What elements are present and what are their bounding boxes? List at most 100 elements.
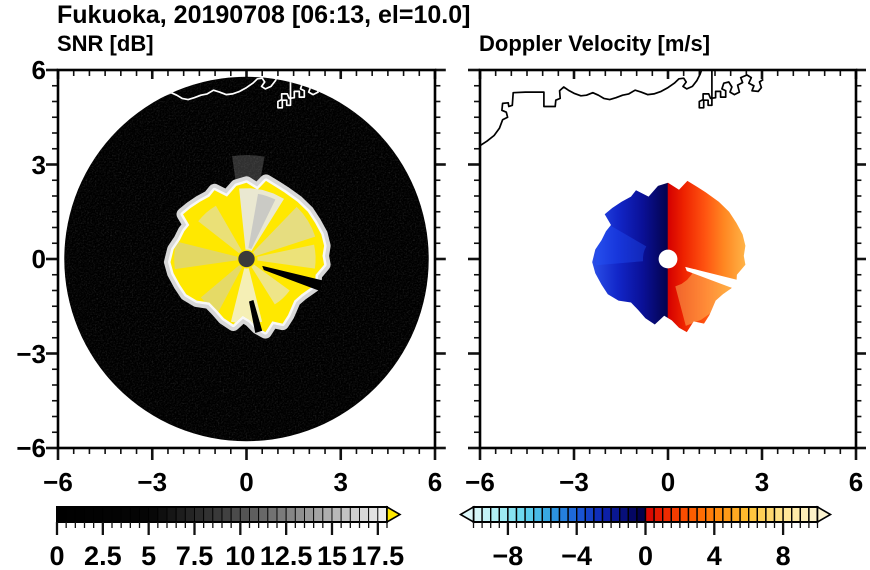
colorbar-cell [644,506,655,523]
gray-streak [251,264,290,305]
doppler-x-tick-label: −6 [465,467,495,497]
colorbar-cell [157,506,168,523]
colorbar-cell [705,506,716,523]
no-data-wedge [685,266,745,293]
snr-colorbar-label: 7.5 [175,541,214,570]
snr-x-tick-label: 6 [427,467,443,497]
colorbar-cell [377,506,388,523]
colorbar-cell [722,506,733,523]
snr-y-tick-label: −6 [16,433,46,463]
colorbar-cell [739,506,750,523]
colorbar-cell [331,506,342,523]
colorbar-cell [129,506,140,523]
colorbar-cell [662,506,673,523]
colorbar-cell [653,506,664,523]
velocity-patches [596,222,733,326]
gray-streak [257,244,316,269]
snr-colorbar-label: 2.5 [84,541,122,570]
colorbar-cell [175,506,186,523]
doppler-colorbar-label: 4 [706,541,722,570]
colorbar-cell [249,506,260,523]
colorbar-cell [636,506,647,523]
colorbar-cell [65,506,76,523]
colorbar-under-arrow [458,505,475,524]
colorbar-cell [670,506,681,523]
colorbar-cell [313,506,324,523]
colorbar-cell [593,506,604,523]
echo-streaks [174,188,316,324]
colorbar-cell [773,506,784,523]
colorbar-cell [576,506,587,523]
doppler-colorbar-label: 0 [637,541,654,570]
snr-colorbar-label: 0 [49,541,65,570]
colorbar-cell [102,506,113,523]
doppler-x-tick-label: 3 [754,467,770,497]
colorbar-cell [472,506,483,523]
colorbar-over-arrow [386,505,402,524]
colorbar-cell [765,506,776,523]
radar-center-dot [658,249,678,269]
radar-center-dot [238,250,255,268]
colorbar-cell [567,506,578,523]
colorbar-cell [230,506,241,523]
colorbar-cell [782,506,793,523]
colorbar-cell [120,506,131,523]
snr-panel-frame [46,68,446,460]
colorbar-cell [696,506,707,523]
colorbar-cell [56,506,67,523]
snr-y-tick-label: 6 [31,55,46,85]
snr-colorbar [55,505,402,535]
colorbar-cell [304,506,315,523]
colorbar-cell [285,506,296,523]
blocked-sector [262,265,323,292]
snr-colorbar-label: 15 [316,541,348,570]
colorbar-cell [748,506,759,523]
colorbar-cell [93,506,104,523]
snr-colorbar-label: 10 [225,541,256,570]
snr-panel-title: SNR [dB] [57,31,154,56]
snr-y-tick-label: 3 [31,149,46,180]
snr-panel [64,76,429,442]
colorbar-cell [349,506,360,523]
colorbar-cell [322,506,333,523]
gray-streak [253,206,316,257]
colorbar-cell [627,506,638,523]
doppler-colorbar-label: −4 [561,541,593,570]
doppler-x-tick-label: −3 [559,467,589,497]
colorbar-cell [550,506,561,523]
velocity-patch [675,268,733,326]
colorbar-cell [276,506,287,523]
colorbar-cell [194,506,205,523]
colorbar-cell [756,506,767,523]
doppler-colorbar [458,505,833,535]
colorbar-cell [490,506,501,523]
colorbar-cell [203,506,214,523]
colorbar-over-arrow [816,505,833,524]
coastline-right [698,70,764,109]
colorbar-cell [498,506,509,523]
snr-plot-border [56,68,437,450]
snr-colorbar-label: 12.5 [259,541,313,570]
doppler-colorbar-label: 8 [775,541,791,570]
colorbar-cell [359,506,370,523]
gray-streak [200,265,243,312]
colorbar-cell [368,506,379,523]
colorbar-cell [558,506,569,523]
doppler-x-tick-label: 0 [660,467,676,497]
colorbar-cell [139,506,150,523]
colorbar-cell [799,506,810,523]
snr-x-tick-label: −3 [137,467,168,497]
colorbar-cell [507,506,518,523]
snr-colorbar-label: 5 [141,541,157,570]
colorbar-cell [679,506,690,523]
snr-x-tick-label: 3 [333,467,348,497]
page-title: Fukuoka, 20190708 [06:13, el=10.0] [57,1,471,29]
snr-y-tick-label: 0 [31,244,46,274]
doppler-x-tick-label: 6 [848,467,864,497]
colorbar-cell [619,506,630,523]
doppler-colorbar-label: −8 [492,541,524,570]
colorbar-cell [74,506,85,523]
colorbar-cell [541,506,552,523]
snr-x-tick-label: −6 [43,467,73,497]
